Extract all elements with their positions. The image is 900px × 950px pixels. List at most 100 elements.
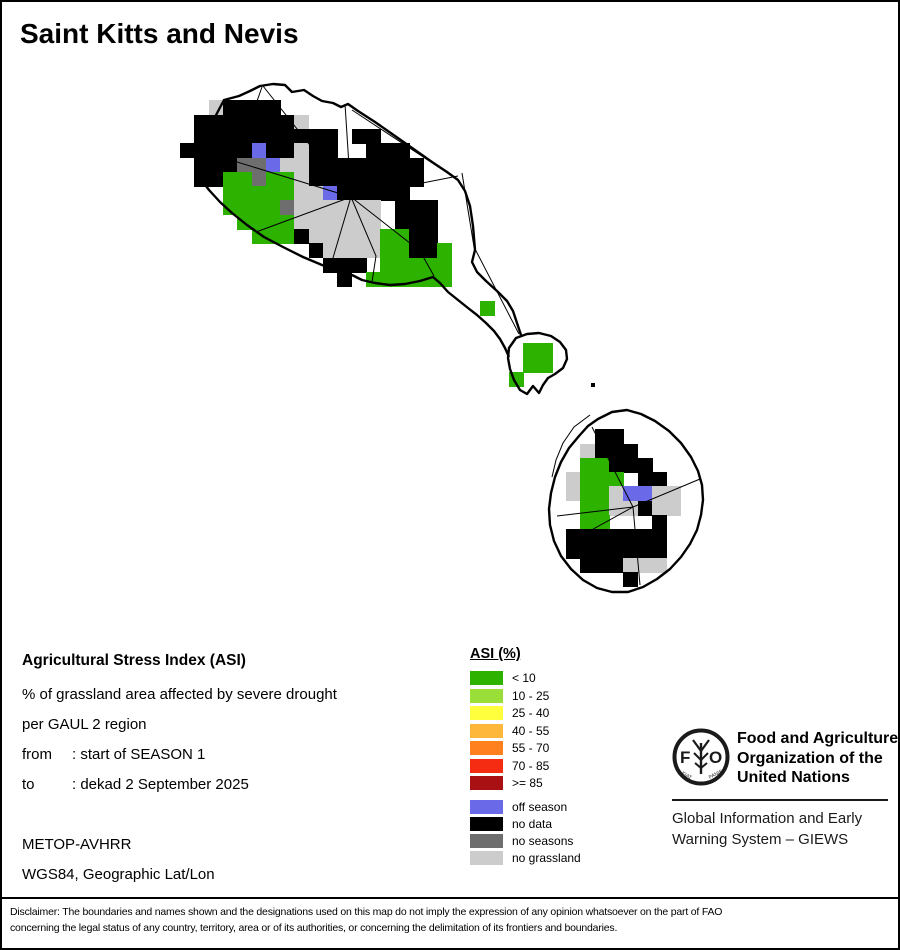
raster-cell [294, 129, 309, 144]
raster-cell [294, 158, 309, 173]
raster-cell [380, 143, 395, 158]
map-subtitle: Agricultural Stress Index (ASI) [22, 652, 246, 669]
raster-cell [294, 143, 309, 158]
giews-label: Global Information and Early Warning Sys… [672, 808, 862, 850]
raster-cell [209, 115, 224, 130]
raster-cell [280, 215, 295, 230]
raster-cell [395, 272, 410, 287]
raster-cell [366, 172, 381, 187]
raster-cell [237, 100, 252, 115]
giews-line-2: Warning System – GIEWS [672, 831, 849, 848]
legend-title: ASI (%) [470, 646, 521, 662]
raster-cell [595, 486, 610, 501]
raster-cell [595, 472, 610, 487]
legend-swatch [470, 724, 503, 738]
raster-cell [194, 115, 209, 130]
raster-cell [337, 243, 352, 258]
raster-cell [409, 200, 424, 215]
disclaimer-line-1: Disclaimer: The boundaries and names sho… [10, 906, 723, 918]
fao-logo: F O FIAT PANIS [672, 728, 730, 786]
raster-cell [366, 143, 381, 158]
raster-cell [337, 272, 352, 287]
raster-cell [580, 544, 595, 559]
raster-cell [595, 429, 610, 444]
legend-label: >= 85 [512, 776, 543, 790]
raster-cell [395, 258, 410, 273]
raster-cell [309, 186, 324, 201]
raster-cell [252, 186, 267, 201]
raster-cell [180, 143, 195, 158]
raster-cell [280, 115, 295, 130]
raster-cell [194, 172, 209, 187]
raster-cell [395, 143, 410, 158]
raster-cell [595, 458, 610, 473]
fao-motto-fiat: FIAT [680, 771, 692, 781]
raster-cell [638, 529, 653, 544]
raster-cell [566, 529, 581, 544]
legend-swatch [470, 671, 503, 685]
raster-cell [366, 215, 381, 230]
raster-cell [323, 143, 338, 158]
raster-cell [409, 158, 424, 173]
raster-cell [294, 215, 309, 230]
raster-cell [580, 501, 595, 516]
disclaimer-line-2: concerning the legal status of any count… [10, 922, 618, 934]
legend-label: no seasons [512, 834, 574, 848]
raster-cell [266, 172, 281, 187]
raster-cell [309, 129, 324, 144]
raster-cell [323, 215, 338, 230]
raster-cell [323, 200, 338, 215]
legend-label: 55 - 70 [512, 741, 550, 755]
raster-cell [480, 301, 495, 316]
raster-cell [223, 186, 238, 201]
raster-cell [294, 200, 309, 215]
legend-swatch [470, 759, 503, 773]
fao-org-line-2: Organization of the [737, 749, 883, 767]
raster-cell [395, 200, 410, 215]
raster-cell [266, 100, 281, 115]
legend-swatch [470, 817, 503, 831]
raster-cell [223, 100, 238, 115]
raster-cell [209, 158, 224, 173]
raster-cell [423, 229, 438, 244]
raster-cell [294, 172, 309, 187]
legend-label: 70 - 85 [512, 759, 550, 773]
raster-cell [309, 158, 324, 173]
raster-cell [395, 215, 410, 230]
raster-cell [609, 429, 624, 444]
raster-cell [237, 186, 252, 201]
fao-org-name: Food and Agriculture Organization of the… [737, 729, 898, 788]
raster-cell [266, 200, 281, 215]
raster-cell [352, 186, 367, 201]
raster-cell [294, 186, 309, 201]
raster-cell [566, 544, 581, 559]
raster-cell [623, 529, 638, 544]
raster-cell [252, 172, 267, 187]
raster-cell [366, 229, 381, 244]
raster-cell [580, 515, 595, 530]
fao-letter-o: O [709, 748, 722, 767]
raster-cell [294, 115, 309, 130]
raster-cell [623, 458, 638, 473]
raster-cell [266, 229, 281, 244]
raster-cell [623, 572, 638, 587]
raster-cell [223, 158, 238, 173]
projection-name: WGS84, Geographic Lat/Lon [22, 866, 215, 883]
raster-cell [252, 229, 267, 244]
raster-cell [580, 558, 595, 573]
raster-cell [638, 472, 653, 487]
raster-cell [623, 501, 638, 516]
legend-label: no data [512, 817, 553, 831]
raster-cell [652, 472, 667, 487]
legend-label: no grassland [512, 851, 581, 865]
raster-cell [395, 186, 410, 201]
raster-cell [366, 200, 381, 215]
raster-cell [437, 258, 452, 273]
raster-cell [638, 558, 653, 573]
raster-cell [266, 215, 281, 230]
raster-cell [252, 100, 267, 115]
raster-cell [609, 458, 624, 473]
to-label: to [22, 776, 35, 793]
raster-cell [309, 215, 324, 230]
raster-cell [409, 243, 424, 258]
